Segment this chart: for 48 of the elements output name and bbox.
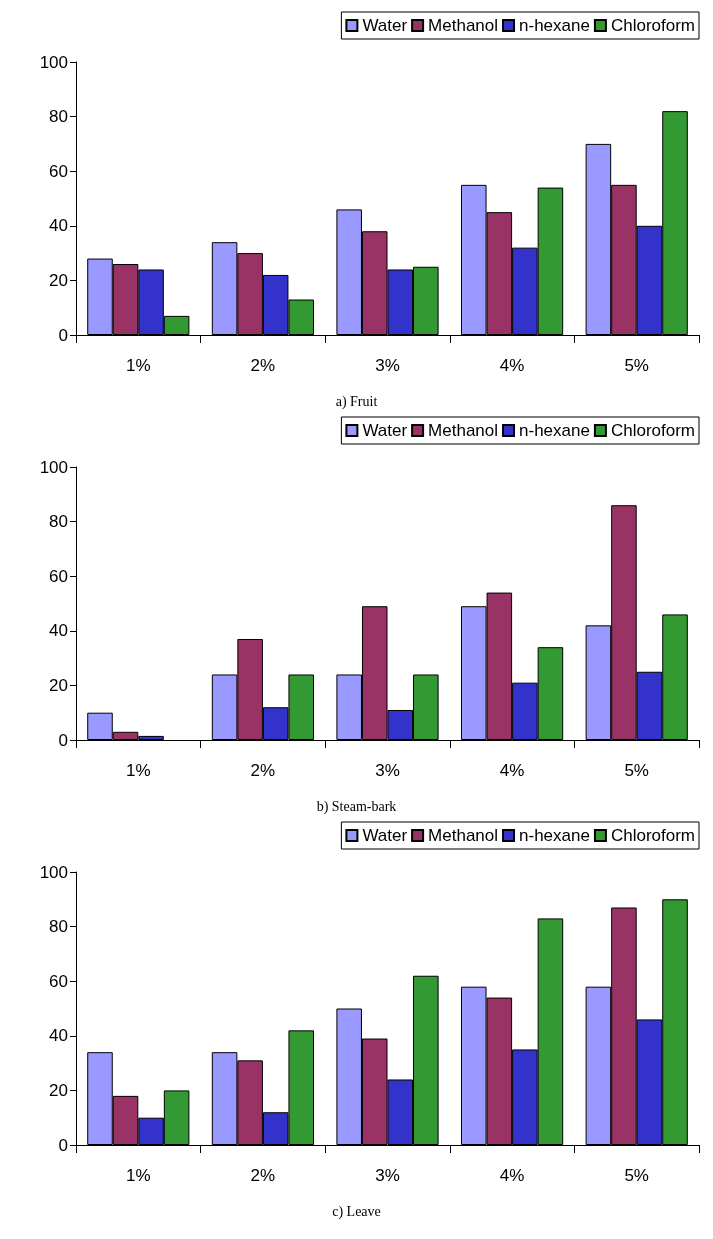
y-tick-label: 80 xyxy=(49,512,68,532)
y-tick-label: 0 xyxy=(58,730,68,750)
y-tick-label: 60 xyxy=(49,566,68,586)
y-tick-label: 20 xyxy=(49,1080,68,1100)
x-tick-label: 4% xyxy=(499,356,525,375)
text: a) Fruit xyxy=(335,393,378,410)
legend-label: Chloroform xyxy=(610,421,696,440)
y-tick-label: 40 xyxy=(49,216,68,236)
y-tick-label: 80 xyxy=(49,107,68,127)
y-tick-label: 40 xyxy=(49,1026,68,1046)
y-tick-label: 60 xyxy=(49,161,68,181)
y-tick-label: 0 xyxy=(58,325,68,345)
y-tick-label: 100 xyxy=(39,457,68,477)
x-tick-label: 1% xyxy=(126,1166,151,1185)
x-tick-label: 4% xyxy=(499,761,525,780)
legend-label: Water xyxy=(362,826,408,845)
x-tick-label: 2% xyxy=(250,761,276,780)
y-tick-label: 40 xyxy=(49,621,68,641)
legend-label: Chloroform xyxy=(610,826,696,845)
legend-label: Water xyxy=(362,421,408,440)
y-tick-label: 20 xyxy=(49,675,68,695)
legend-label: Methanol xyxy=(428,16,499,35)
y-tick-label: 100 xyxy=(39,862,68,882)
x-tick-label: 5% xyxy=(624,356,649,375)
text: b) Steam-bark xyxy=(316,798,397,815)
y-tick-label: 60 xyxy=(49,971,68,991)
legend-label: Chloroform xyxy=(610,16,696,35)
x-tick-label: 1% xyxy=(126,761,151,780)
y-tick-label: 100 xyxy=(39,52,68,72)
x-tick-label: 2% xyxy=(250,1166,276,1185)
text: c) Leave xyxy=(332,1203,381,1220)
legend-label: n-hexane xyxy=(519,421,590,440)
y-tick-label: 20 xyxy=(49,270,68,290)
x-tick-label: 3% xyxy=(375,761,400,780)
legend-label: Methanol xyxy=(428,826,499,845)
x-tick-label: 3% xyxy=(375,356,400,375)
x-tick-label: 2% xyxy=(250,356,276,375)
x-tick-label: 3% xyxy=(375,1166,400,1185)
legend-label: n-hexane xyxy=(519,826,590,845)
x-tick-label: 5% xyxy=(624,1166,649,1185)
legend-label: Methanol xyxy=(428,421,499,440)
x-tick-label: 5% xyxy=(624,761,649,780)
y-tick-label: 0 xyxy=(58,1135,68,1155)
x-tick-label: 1% xyxy=(126,356,151,375)
y-tick-label: 80 xyxy=(49,917,68,937)
x-tick-label: 4% xyxy=(499,1166,525,1185)
legend-label: Water xyxy=(362,16,408,35)
legend-label: n-hexane xyxy=(519,16,590,35)
